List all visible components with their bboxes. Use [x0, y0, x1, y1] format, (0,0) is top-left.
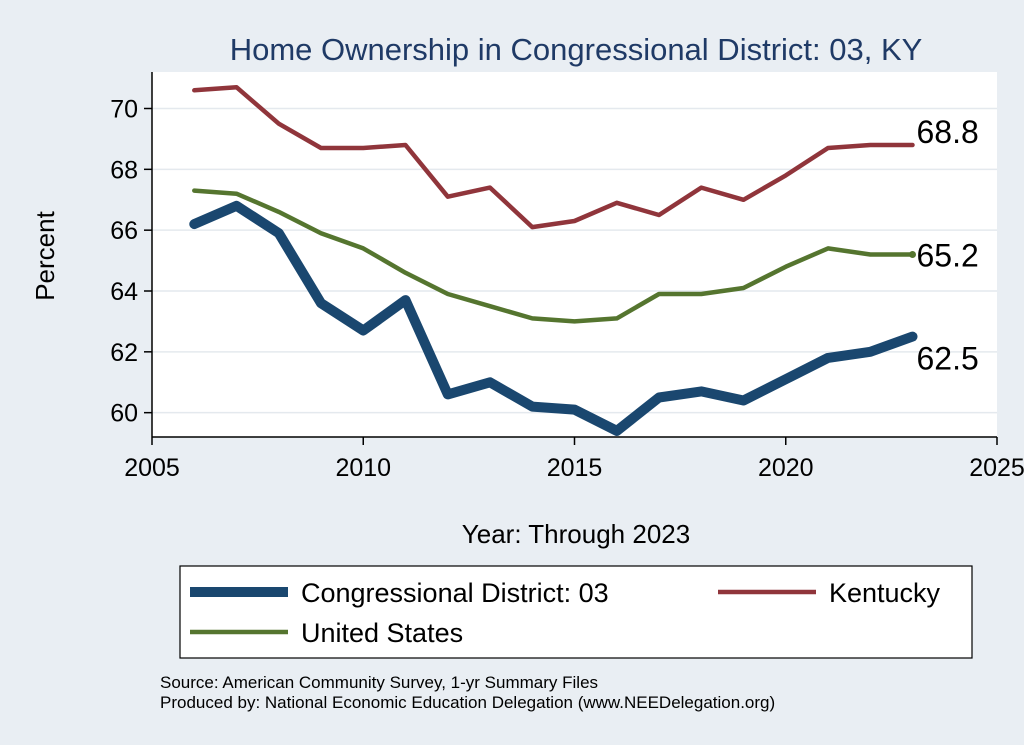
x-tick-label: 2015	[547, 454, 603, 482]
legend-box	[179, 565, 973, 659]
x-tick-label: 2010	[335, 454, 391, 482]
x-axis-ticks: 2005 2010 2015 2020 2025	[124, 437, 1024, 482]
y-tick-label: 70	[110, 96, 138, 124]
legend-label-kentucky: Kentucky	[829, 578, 941, 608]
y-tick-label: 64	[110, 278, 138, 306]
legend: Congressional District: 03 Kentucky Unit…	[179, 565, 973, 659]
y-tick-label: 68	[110, 156, 138, 184]
legend-label-district: Congressional District: 03	[301, 578, 609, 608]
y-axis-label: Percent	[30, 210, 60, 300]
x-tick-label: 2020	[758, 454, 814, 482]
y-tick-label: 60	[110, 400, 138, 428]
end-marker	[909, 251, 916, 258]
line-district	[189, 200, 918, 436]
legend-label-united-states: United States	[301, 618, 463, 648]
line-united-states	[192, 188, 915, 324]
x-axis-label: Year: Through 2023	[462, 519, 690, 549]
y-tick-label: 62	[110, 339, 138, 367]
y-axis-ticks: 60 62 64 66 68 70	[110, 96, 152, 428]
series-lines	[189, 84, 918, 436]
line-kentucky	[192, 84, 915, 230]
end-labels: 68.8 65.2 62.5	[917, 114, 979, 377]
end-label: 62.5	[917, 341, 979, 377]
y-tick-label: 66	[110, 217, 138, 245]
gridlines	[152, 107, 997, 414]
end-label: 65.2	[917, 238, 979, 274]
chart-title: Home Ownership in Congressional District…	[230, 32, 923, 67]
producer-line: Produced by: National Economic Education…	[160, 693, 775, 712]
x-tick-label: 2005	[124, 454, 180, 482]
x-tick-label: 2025	[969, 454, 1024, 482]
end-label: 68.8	[917, 114, 979, 150]
source-line: Source: American Community Survey, 1-yr …	[160, 673, 598, 692]
